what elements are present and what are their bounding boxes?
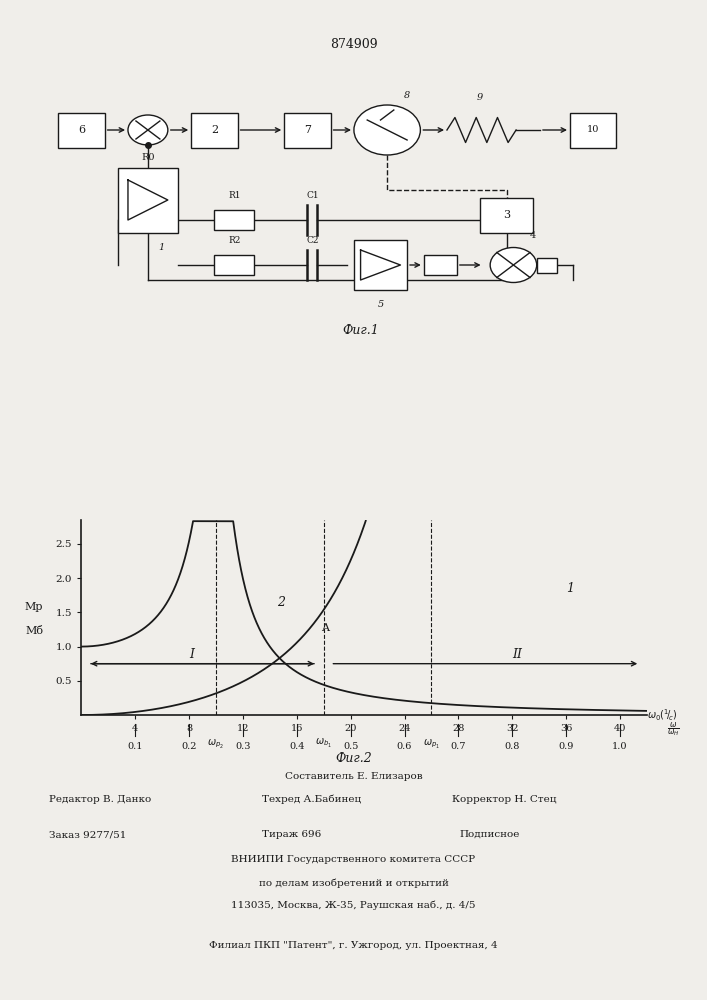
Bar bbox=[191, 112, 238, 147]
Circle shape bbox=[354, 105, 421, 155]
Text: 0.9: 0.9 bbox=[559, 742, 574, 751]
Text: $\omega_{p_2}$: $\omega_{p_2}$ bbox=[207, 737, 225, 750]
Text: C2: C2 bbox=[306, 236, 319, 245]
Text: 1: 1 bbox=[566, 582, 574, 595]
Text: 0.4: 0.4 bbox=[289, 742, 305, 751]
Text: Мр: Мр bbox=[25, 602, 43, 612]
Text: 0.2: 0.2 bbox=[181, 742, 197, 751]
Text: Подписное: Подписное bbox=[460, 830, 520, 839]
Text: 0.3: 0.3 bbox=[235, 742, 251, 751]
Circle shape bbox=[128, 115, 168, 145]
Text: 4: 4 bbox=[530, 231, 537, 240]
Text: 0.5: 0.5 bbox=[343, 742, 358, 751]
Text: 6: 6 bbox=[78, 125, 85, 135]
Text: II: II bbox=[513, 648, 522, 661]
Text: 0.7: 0.7 bbox=[450, 742, 466, 751]
Bar bbox=[214, 210, 255, 230]
Text: 10: 10 bbox=[587, 125, 600, 134]
Text: 9: 9 bbox=[477, 94, 484, 103]
Bar bbox=[423, 255, 457, 275]
Bar bbox=[570, 112, 617, 147]
Text: 874909: 874909 bbox=[329, 38, 378, 51]
Text: $\omega_{b_1}$: $\omega_{b_1}$ bbox=[315, 737, 332, 750]
Text: Фиг.1: Фиг.1 bbox=[342, 324, 379, 336]
Text: 113035, Москва, Ж-35, Раушская наб., д. 4/5: 113035, Москва, Ж-35, Раушская наб., д. … bbox=[231, 901, 476, 910]
Text: I: I bbox=[189, 648, 194, 661]
Text: Фиг.2: Фиг.2 bbox=[335, 752, 372, 765]
Text: 1: 1 bbox=[158, 242, 164, 251]
Text: Мб: Мб bbox=[25, 626, 43, 636]
Bar bbox=[537, 257, 556, 272]
Text: C1: C1 bbox=[306, 191, 319, 200]
Bar bbox=[284, 112, 331, 147]
Text: Заказ 9277/51: Заказ 9277/51 bbox=[49, 830, 127, 839]
Text: 3: 3 bbox=[503, 210, 510, 220]
Text: 0.6: 0.6 bbox=[397, 742, 412, 751]
Text: Техред А.Бабинец: Техред А.Бабинец bbox=[262, 795, 361, 804]
Text: A: A bbox=[321, 623, 329, 633]
Text: $\omega_0(^1\!/\!_c)$: $\omega_0(^1\!/\!_c)$ bbox=[647, 707, 677, 723]
Bar bbox=[214, 255, 255, 275]
Text: $\frac{\omega}{\omega_H}$: $\frac{\omega}{\omega_H}$ bbox=[667, 721, 680, 739]
Text: по делам изобретений и открытий: по делам изобретений и открытий bbox=[259, 878, 448, 888]
Text: Редактор В. Данко: Редактор В. Данко bbox=[49, 795, 152, 804]
Text: R2: R2 bbox=[228, 236, 240, 245]
Text: 8: 8 bbox=[404, 91, 410, 100]
Bar bbox=[58, 112, 105, 147]
Text: Составитель Е. Елизаров: Составитель Е. Елизаров bbox=[285, 772, 422, 781]
Text: 0.8: 0.8 bbox=[505, 742, 520, 751]
Text: 0.1: 0.1 bbox=[127, 742, 143, 751]
Text: 2: 2 bbox=[276, 596, 285, 609]
Text: R0: R0 bbox=[141, 153, 155, 162]
Bar bbox=[118, 167, 178, 232]
Text: $\omega_{p_1}$: $\omega_{p_1}$ bbox=[423, 737, 440, 750]
Bar bbox=[480, 198, 533, 232]
Text: Тираж 696: Тираж 696 bbox=[262, 830, 321, 839]
Text: Филиал ПКП "Патент", г. Ужгород, ул. Проектная, 4: Филиал ПКП "Патент", г. Ужгород, ул. Про… bbox=[209, 941, 498, 950]
Text: 1.0: 1.0 bbox=[612, 742, 628, 751]
Bar bbox=[354, 240, 407, 290]
Text: 5: 5 bbox=[378, 300, 384, 309]
Text: ВНИИПИ Государственного комитета СССР: ВНИИПИ Государственного комитета СССР bbox=[231, 855, 476, 864]
Text: 2: 2 bbox=[211, 125, 218, 135]
Text: 7: 7 bbox=[304, 125, 311, 135]
Text: R1: R1 bbox=[228, 191, 240, 200]
Circle shape bbox=[490, 247, 537, 282]
Text: Корректор Н. Стец: Корректор Н. Стец bbox=[452, 795, 557, 804]
